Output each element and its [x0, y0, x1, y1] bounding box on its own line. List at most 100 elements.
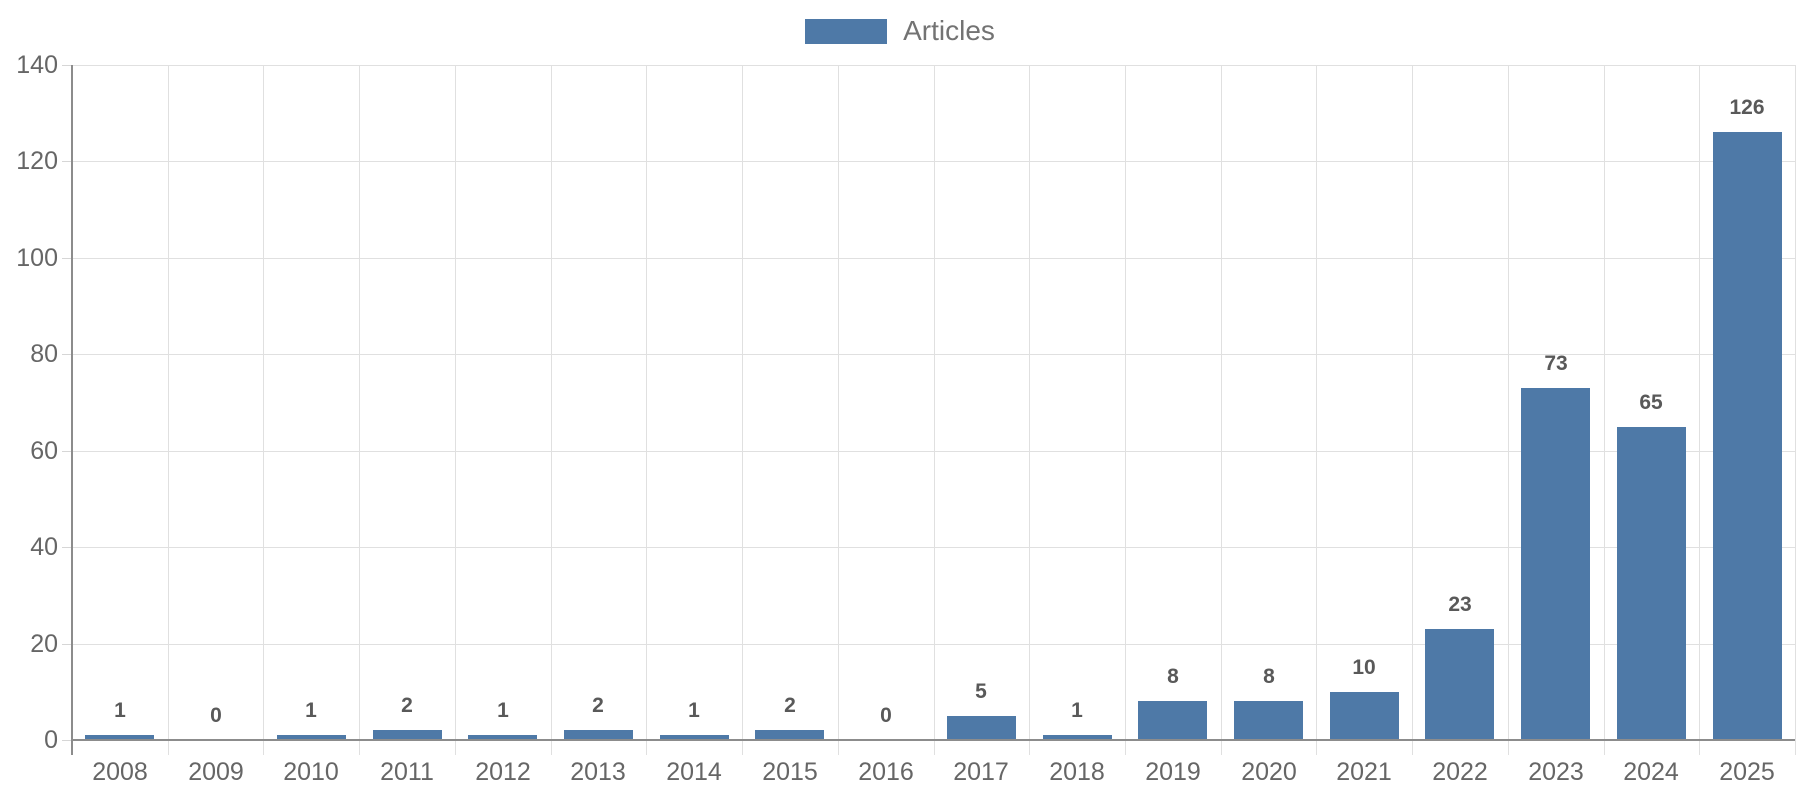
bar-2010[interactable]: [277, 735, 346, 740]
y-tick-mark: [62, 547, 72, 548]
x-tick-label-2019: 2019: [1145, 758, 1201, 786]
legend-label-articles: Articles: [903, 15, 995, 46]
y-tick-mark: [62, 258, 72, 259]
bar-2022[interactable]: [1425, 629, 1494, 740]
v-gridline: [168, 65, 169, 755]
h-gridline: [72, 451, 1795, 452]
y-tick-mark: [62, 354, 72, 355]
bar-value-label-2011: 2: [401, 694, 413, 717]
bar-2020[interactable]: [1234, 701, 1303, 740]
bar-2024[interactable]: [1617, 427, 1686, 740]
h-gridline: [72, 354, 1795, 355]
v-gridline: [551, 65, 552, 755]
bar-value-label-2008: 1: [114, 699, 126, 722]
x-tick-label-2023: 2023: [1528, 758, 1584, 786]
bar-2015[interactable]: [755, 730, 824, 740]
v-gridline: [359, 65, 360, 755]
y-tick-label: 20: [30, 630, 58, 658]
x-tick-label-2008: 2008: [92, 758, 148, 786]
v-gridline: [1316, 65, 1317, 755]
bar-value-label-2017: 5: [975, 680, 987, 703]
v-gridline: [1795, 65, 1796, 755]
v-gridline: [1029, 65, 1030, 755]
x-tick-label-2014: 2014: [666, 758, 722, 786]
v-gridline: [742, 65, 743, 755]
v-gridline: [934, 65, 935, 755]
x-tick-label-2012: 2012: [475, 758, 531, 786]
x-tick-label-2016: 2016: [858, 758, 914, 786]
y-tick-label: 0: [44, 726, 58, 754]
h-gridline: [72, 644, 1795, 645]
v-gridline: [646, 65, 647, 755]
x-tick-label-2021: 2021: [1336, 758, 1392, 786]
bar-value-label-2022: 23: [1448, 593, 1472, 616]
bar-2017[interactable]: [947, 716, 1016, 740]
x-tick-label-2013: 2013: [570, 758, 626, 786]
h-gridline: [72, 161, 1795, 162]
legend-swatch-articles: [805, 18, 888, 44]
bar-value-label-2020: 8: [1263, 665, 1275, 688]
bar-2019[interactable]: [1138, 701, 1207, 740]
y-tick-label: 100: [16, 244, 58, 272]
bar-value-label-2016: 0: [880, 704, 892, 727]
bar-value-label-2012: 1: [497, 699, 509, 722]
x-tick-label-2024: 2024: [1623, 758, 1679, 786]
bar-2013[interactable]: [564, 730, 633, 740]
x-tick-label-2020: 2020: [1241, 758, 1297, 786]
plot-area: 0 20 40 60 80 100 120 140 1 2008 0 2009 1 2010 2 2011 1 2…: [16, 51, 1796, 786]
bar-value-label-2019: 8: [1167, 665, 1179, 688]
y-tick-mark: [62, 451, 72, 452]
h-gridline: [72, 65, 1795, 66]
h-gridline: [72, 258, 1795, 259]
v-gridline: [1604, 65, 1605, 755]
bar-2014[interactable]: [660, 735, 729, 740]
y-tick-mark: [62, 161, 72, 162]
v-gridline: [838, 65, 839, 755]
v-gridline: [1412, 65, 1413, 755]
v-gridline: [455, 65, 456, 755]
x-tick-label-2011: 2011: [380, 758, 434, 786]
x-axis-line: [72, 739, 1795, 741]
y-tick-label: 80: [30, 340, 58, 368]
x-tick-label-2022: 2022: [1432, 758, 1488, 786]
h-gridline: [72, 547, 1795, 548]
bar-2025[interactable]: [1713, 132, 1782, 740]
y-tick-label: 140: [16, 51, 58, 79]
bar-value-label-2014: 1: [688, 699, 700, 722]
bar-value-label-2010: 1: [305, 699, 317, 722]
y-tick-label: 40: [30, 533, 58, 561]
x-tick-label-2015: 2015: [762, 758, 818, 786]
v-gridline: [1125, 65, 1126, 755]
v-gridline: [1508, 65, 1509, 755]
bar-value-label-2025: 126: [1729, 96, 1765, 119]
v-gridline: [1221, 65, 1222, 755]
bar-2023[interactable]: [1521, 388, 1590, 740]
bar-value-label-2024: 65: [1639, 391, 1663, 414]
y-tick-label: 60: [30, 437, 58, 465]
bar-2021[interactable]: [1330, 692, 1399, 740]
legend[interactable]: Articles: [0, 6, 1800, 56]
bar-2008[interactable]: [85, 735, 154, 740]
x-tick-label-2009: 2009: [188, 758, 244, 786]
bar-2018[interactable]: [1043, 735, 1112, 740]
bar-value-label-2009: 0: [210, 704, 222, 727]
bar-value-label-2015: 2: [784, 694, 796, 717]
v-gridline: [263, 65, 264, 755]
y-tick-mark: [62, 65, 72, 66]
bar-value-label-2023: 73: [1544, 352, 1568, 375]
bar-value-label-2018: 1: [1071, 699, 1083, 722]
x-tick-label-2017: 2017: [953, 758, 1009, 786]
y-tick-label: 120: [16, 147, 58, 175]
bar-2012[interactable]: [468, 735, 537, 740]
bar-value-label-2021: 10: [1352, 656, 1376, 679]
bar-value-label-2013: 2: [592, 694, 604, 717]
x-tick-label-2025: 2025: [1719, 758, 1775, 786]
x-tick-label-2010: 2010: [283, 758, 339, 786]
y-tick-mark: [62, 740, 72, 741]
bar-2011[interactable]: [373, 730, 442, 740]
y-axis-line: [71, 65, 73, 755]
y-tick-mark: [62, 644, 72, 645]
x-tick-label-2018: 2018: [1049, 758, 1105, 786]
v-gridline: [1699, 65, 1700, 755]
